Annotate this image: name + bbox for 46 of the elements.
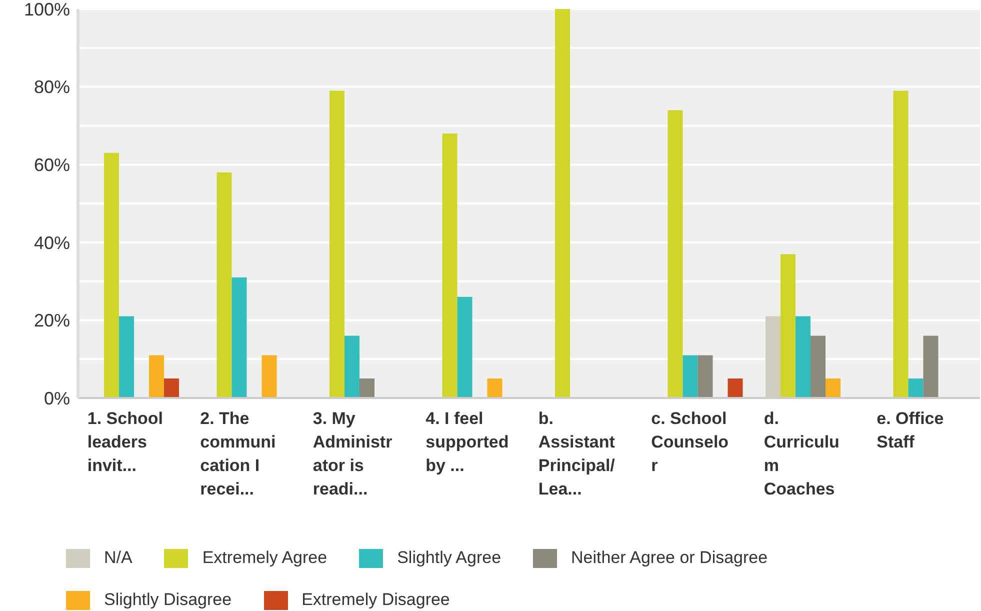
bar: [262, 355, 277, 398]
bar: [780, 254, 796, 398]
x-tick-label: b. Assistant Principal/Lea...: [538, 409, 616, 498]
legend-label: Extremely Disagree: [302, 590, 450, 610]
bar: [555, 9, 570, 398]
bar: [810, 336, 826, 398]
bar: [668, 110, 683, 398]
bar: [149, 355, 164, 398]
bar: [164, 378, 179, 398]
legend-label: Extremely Agree: [202, 548, 328, 568]
bar: [893, 90, 908, 398]
y-tick-label: 40%: [34, 232, 70, 253]
bar: [766, 316, 780, 398]
y-tick-label: 80%: [34, 77, 70, 98]
x-tick-label: e. Office Staff: [876, 409, 944, 452]
bar: [908, 378, 924, 398]
bar: [728, 378, 743, 398]
bar: [682, 355, 698, 398]
y-tick-label: 100%: [24, 0, 70, 20]
legend-label: Slightly Disagree: [104, 590, 232, 610]
legend-label: N/A: [104, 548, 132, 568]
bar: [826, 378, 840, 398]
x-tick-label: d. Curriculum Coaches: [764, 409, 840, 498]
bar: [796, 316, 810, 398]
bar: [923, 336, 938, 398]
x-tick-label: 4. I feel supported by ...: [426, 409, 509, 475]
y-tick-label: 60%: [34, 154, 70, 175]
x-tick-label: 3. My Administrator is readi...: [312, 409, 393, 498]
bar: [698, 355, 713, 398]
bar: [232, 277, 247, 398]
x-tick-label: c. School Counselor: [651, 409, 729, 475]
x-tick-label: 2. The communication I recei...: [200, 409, 276, 498]
bar: [330, 90, 344, 398]
y-tick-label: 0%: [44, 388, 70, 408]
bar: [457, 296, 472, 398]
bar: [216, 172, 232, 398]
bar: [104, 152, 119, 398]
bar: [487, 378, 502, 398]
bar: [360, 378, 374, 398]
x-tick-label: 1. School leaders invit...: [87, 409, 163, 475]
legend-label: Slightly Agree: [397, 548, 502, 568]
y-tick-label: 20%: [34, 310, 70, 331]
bar: [344, 336, 360, 398]
legend-label: Neither Agree or Disagree: [571, 548, 768, 568]
bar: [442, 133, 458, 398]
bar: [119, 316, 134, 398]
